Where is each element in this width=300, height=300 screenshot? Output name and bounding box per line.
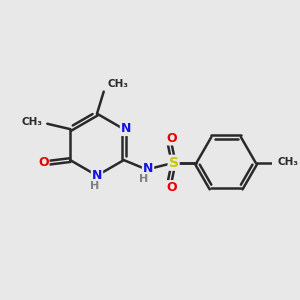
- Text: O: O: [167, 131, 177, 145]
- Text: CH₃: CH₃: [22, 117, 43, 128]
- Text: H: H: [90, 181, 100, 191]
- Text: N: N: [121, 122, 131, 135]
- Text: S: S: [169, 156, 178, 170]
- Text: CH₃: CH₃: [108, 79, 129, 89]
- Text: O: O: [38, 156, 49, 169]
- Text: N: N: [92, 169, 102, 182]
- Text: O: O: [167, 181, 177, 194]
- Text: CH₃: CH₃: [278, 157, 299, 167]
- Text: H: H: [140, 174, 148, 184]
- Text: N: N: [143, 162, 153, 175]
